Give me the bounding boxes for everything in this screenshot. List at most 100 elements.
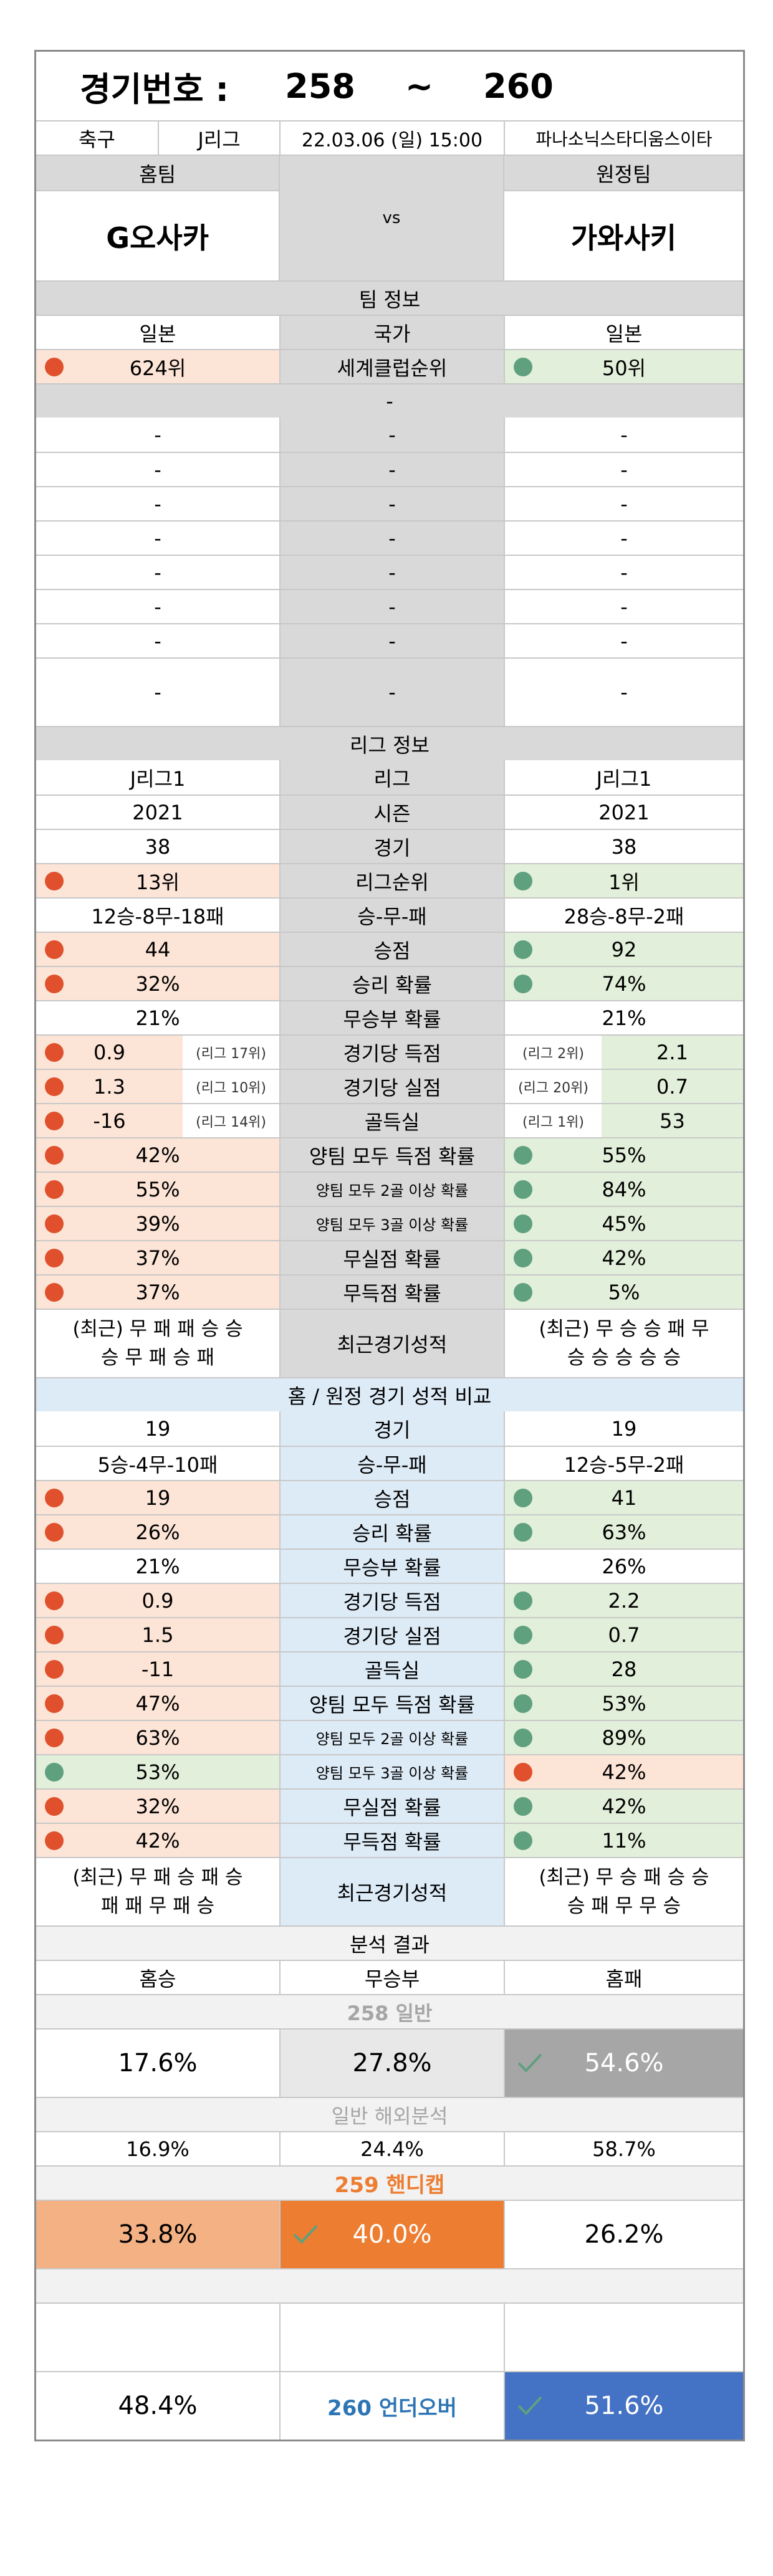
home-btts3: 39% (36, 1207, 279, 1240)
away-value: 42% (602, 1246, 646, 1270)
green-dot-icon (514, 940, 532, 959)
clean-sheet-row: 37% 무실점 확률 42% (36, 1240, 743, 1274)
away-goals-for: 2.2 (504, 1584, 743, 1617)
home-value: 63% (135, 1725, 180, 1750)
away-no-score: 11% (504, 1824, 743, 1857)
away-wdl: 28승-8무-2패 (504, 899, 743, 932)
home-value: 32% (135, 971, 180, 996)
home-wdl: 5승-4무-10패 (36, 1447, 279, 1480)
red-dot-icon (45, 1796, 64, 1816)
away-points: 92 (504, 933, 743, 966)
red-dot-icon (45, 974, 64, 993)
away-value: 0.7 (608, 1623, 640, 1647)
goals-against-row: (리그 10위) 1.3 경기당 실점 (리그 20위) 0.7 (36, 1069, 743, 1103)
homeaway-rows: 19 경기 19 5승-4무-10패 승-무-패 12승-5무-2패 19 승점 41 26% 승리… (36, 1411, 743, 1925)
home-dash: - (154, 629, 161, 653)
red-dot-icon (45, 1111, 64, 1130)
red-dot-icon (45, 871, 64, 890)
home-value: 21% (135, 1006, 180, 1030)
red-dot-icon (514, 1762, 532, 1782)
green-dot-icon (514, 1728, 532, 1747)
home-games: 19 (36, 1411, 279, 1446)
away-games: 19 (504, 1411, 743, 1446)
btts3-row: 53% 양팀 모두 3골 이상 확률 42% (36, 1754, 743, 1788)
wdl-label: 승-무-패 (279, 1447, 504, 1480)
col-home-loss: 홈패 (504, 1961, 743, 1994)
away-btts3: 42% (504, 1755, 743, 1788)
home-value: 1.3 (94, 1074, 125, 1099)
away-dash: - (504, 556, 743, 589)
home-value: 13위 (135, 870, 180, 894)
home-dash: - (154, 526, 161, 550)
home-goal-diff: (리그 14위) -16 (36, 1104, 279, 1137)
home-league: J리그1 (36, 760, 279, 794)
red-dot-icon (45, 1488, 64, 1507)
away-value: 53% (602, 1691, 646, 1715)
home-value: 5승-4무-10패 (97, 1453, 218, 1477)
vs-label: vs (279, 156, 503, 280)
home-goals-for: 0.9 (36, 1584, 279, 1617)
win-prob-label: 승리 확률 (279, 967, 504, 1000)
home-value: 2021 (132, 800, 183, 824)
away-no-score: 5% (504, 1276, 743, 1309)
red-dot-icon (45, 1625, 64, 1644)
away-win-prob: 74% (504, 967, 743, 1000)
goals-for-row: (리그 17위) 0.9 경기당 득점 (리그 2위) 2.1 (36, 1034, 743, 1069)
away-value: 5% (608, 1280, 640, 1304)
home-value: -16 (93, 1109, 126, 1133)
btts-label: 양팀 모두 득점 확률 (279, 1687, 504, 1720)
draw-prob-label: 무승부 확률 (279, 1550, 504, 1583)
goal-diff-row: (리그 14위) -16 골득실 (리그 1위) 53 (36, 1103, 743, 1137)
league-info-rows: J리그1 리그 J리그1 2021 시즌 2021 38 경기 38 13위 리그순위 1위 12승-8… (36, 760, 743, 1377)
away-clean-sheet: 42% (504, 1241, 743, 1274)
red-dot-icon (45, 940, 64, 959)
away-btts: 53% (504, 1687, 743, 1720)
away-dash: - (504, 487, 743, 520)
away-value: 42% (602, 1760, 646, 1784)
away-club-rank: 50위 (504, 350, 743, 383)
empty-info-row: --- (36, 417, 743, 452)
points-label: 승점 (279, 1481, 504, 1514)
home-recent-line: 승 무 패 승 패 (100, 1347, 214, 1369)
home-value: 37% (135, 1246, 180, 1270)
green-dot-icon (514, 1625, 532, 1644)
green-dot-icon (514, 1180, 532, 1199)
away-value: 2.1 (656, 1040, 688, 1064)
away-value: 41 (611, 1486, 637, 1510)
general-away-value: 54.6% (584, 2049, 664, 2077)
away-value: 19 (611, 1416, 637, 1441)
away-value: 45% (602, 1211, 646, 1236)
away-clean-sheet: 42% (504, 1790, 743, 1823)
away-value: 0.7 (656, 1074, 688, 1099)
btts3-row: 39% 양팀 모두 3골 이상 확률 45% (36, 1206, 743, 1240)
away-goals-for: (리그 2위) 2.1 (504, 1036, 743, 1069)
empty-cell (504, 2304, 743, 2371)
away-dash: - (504, 453, 743, 486)
btts-row: 42% 양팀 모두 득점 확률 55% (36, 1137, 743, 1171)
sport: 축구 (79, 127, 115, 151)
label-dash: - (279, 487, 504, 520)
home-dash: - (154, 457, 161, 482)
away-rank: 1위 (504, 864, 743, 897)
home-btts: 47% (36, 1687, 279, 1720)
home-team-label: 홈팀 (36, 156, 279, 190)
red-dot-icon (45, 1694, 64, 1713)
win-prob-label: 승리 확률 (279, 1515, 504, 1548)
red-dot-icon (45, 1214, 64, 1233)
label-dash: - (279, 453, 504, 486)
away-value: 28 (611, 1657, 637, 1681)
away-value: 42% (602, 1794, 646, 1818)
away-recent-line: 승 패 무 무 승 (567, 1895, 681, 1917)
games-row: 38 경기 38 (36, 829, 743, 863)
away-value: 2021 (598, 800, 650, 824)
clean-sheet-label: 무실점 확률 (279, 1241, 504, 1274)
away-dash: - (504, 659, 743, 726)
label-dash: - (279, 590, 504, 623)
home-value: 47% (135, 1691, 180, 1715)
label-dash: - (279, 522, 504, 555)
win-prob-row: 32% 승리 확률 74% (36, 966, 743, 1000)
home-value: 19 (145, 1486, 171, 1510)
